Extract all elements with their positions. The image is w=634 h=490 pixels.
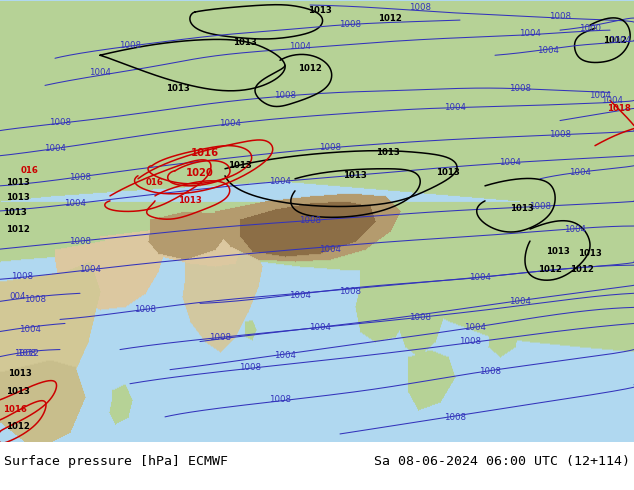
Text: 1004: 1004 xyxy=(589,91,611,100)
Text: Surface pressure [hPa] ECMWF: Surface pressure [hPa] ECMWF xyxy=(4,456,228,468)
Text: 016: 016 xyxy=(21,166,39,175)
Text: 1012: 1012 xyxy=(570,265,594,274)
Text: 1013: 1013 xyxy=(546,246,570,256)
Text: 1012: 1012 xyxy=(6,422,30,431)
Text: Sa 08-06-2024 06:00 UTC (12+114): Sa 08-06-2024 06:00 UTC (12+114) xyxy=(374,456,630,468)
Text: 1004: 1004 xyxy=(469,273,491,282)
Text: 1013: 1013 xyxy=(178,196,202,205)
Text: 1008: 1008 xyxy=(134,305,156,314)
Text: 1013: 1013 xyxy=(578,248,602,258)
Text: 1012: 1012 xyxy=(298,64,322,73)
Text: 1008: 1008 xyxy=(459,337,481,346)
Text: 1013: 1013 xyxy=(8,369,32,378)
Text: 1004: 1004 xyxy=(601,96,623,105)
Text: 1013: 1013 xyxy=(436,168,460,177)
Text: 1013: 1013 xyxy=(228,161,252,170)
Text: 1008: 1008 xyxy=(339,20,361,28)
Text: 1013: 1013 xyxy=(166,84,190,93)
Text: 1013: 1013 xyxy=(3,208,27,218)
Text: 1008: 1008 xyxy=(509,84,531,93)
Text: 1012: 1012 xyxy=(378,14,402,23)
Text: 1008: 1008 xyxy=(529,202,551,211)
Text: 1004: 1004 xyxy=(499,158,521,167)
Text: 1013: 1013 xyxy=(6,194,30,202)
Text: 1008: 1008 xyxy=(339,287,361,296)
Text: 1004: 1004 xyxy=(319,245,341,254)
Text: 1013: 1013 xyxy=(343,172,367,180)
Text: 1004: 1004 xyxy=(564,224,586,234)
Text: 1016: 1016 xyxy=(191,147,219,158)
Text: 1012: 1012 xyxy=(17,349,39,358)
Text: 1008: 1008 xyxy=(49,118,71,127)
Text: 1008: 1008 xyxy=(549,130,571,139)
Text: 1008: 1008 xyxy=(479,367,501,376)
Text: 004: 004 xyxy=(10,292,26,301)
Text: 1008: 1008 xyxy=(69,237,91,245)
Text: 1004: 1004 xyxy=(537,46,559,55)
Text: 1004: 1004 xyxy=(19,325,41,334)
Text: 1013: 1013 xyxy=(510,204,534,214)
Text: 1004: 1004 xyxy=(309,323,331,332)
Text: 1008: 1008 xyxy=(274,91,296,100)
Text: 1020: 1020 xyxy=(186,168,214,178)
Text: 1008: 1008 xyxy=(209,333,231,342)
Text: 1008: 1008 xyxy=(444,414,466,422)
Text: 1004: 1004 xyxy=(44,144,66,153)
Text: 1008: 1008 xyxy=(269,395,291,404)
Text: 1008: 1008 xyxy=(14,349,36,358)
Text: 1016: 1016 xyxy=(3,405,27,415)
Text: 1013: 1013 xyxy=(6,387,30,396)
Text: 1004: 1004 xyxy=(79,265,101,274)
Text: 1008: 1008 xyxy=(239,363,261,372)
Text: 1004: 1004 xyxy=(64,199,86,208)
Text: 1008: 1008 xyxy=(24,295,46,304)
Text: 1004: 1004 xyxy=(569,168,591,177)
Text: 1008: 1008 xyxy=(299,217,321,225)
Text: 016: 016 xyxy=(146,178,164,187)
Text: 1008: 1008 xyxy=(69,173,91,182)
Text: 1008: 1008 xyxy=(409,2,431,12)
Text: 1013: 1013 xyxy=(376,148,400,157)
Text: 1004: 1004 xyxy=(269,177,291,186)
Text: 1013: 1013 xyxy=(308,5,332,15)
Text: 1004: 1004 xyxy=(609,36,631,45)
Text: 1004: 1004 xyxy=(519,28,541,38)
Text: 1012: 1012 xyxy=(538,265,562,274)
Text: 1013: 1013 xyxy=(233,38,257,47)
Text: 1004: 1004 xyxy=(289,42,311,50)
Text: 1000: 1000 xyxy=(579,24,601,33)
Text: 1004: 1004 xyxy=(219,119,241,128)
Text: 1008: 1008 xyxy=(549,12,571,21)
Text: 1004: 1004 xyxy=(274,351,296,360)
Text: 1004: 1004 xyxy=(289,291,311,300)
Text: 1004: 1004 xyxy=(89,68,111,77)
Text: 1008: 1008 xyxy=(409,313,431,322)
Text: 1004: 1004 xyxy=(509,297,531,306)
Text: 1012: 1012 xyxy=(603,36,627,45)
Text: 1008: 1008 xyxy=(11,272,33,281)
Text: 1013: 1013 xyxy=(6,178,30,187)
Text: 1012: 1012 xyxy=(6,224,30,234)
Text: 1018: 1018 xyxy=(607,104,631,113)
Text: 1004: 1004 xyxy=(464,323,486,332)
Text: 1008: 1008 xyxy=(119,41,141,49)
Text: 1008: 1008 xyxy=(319,143,341,152)
Text: 1004: 1004 xyxy=(444,103,466,112)
